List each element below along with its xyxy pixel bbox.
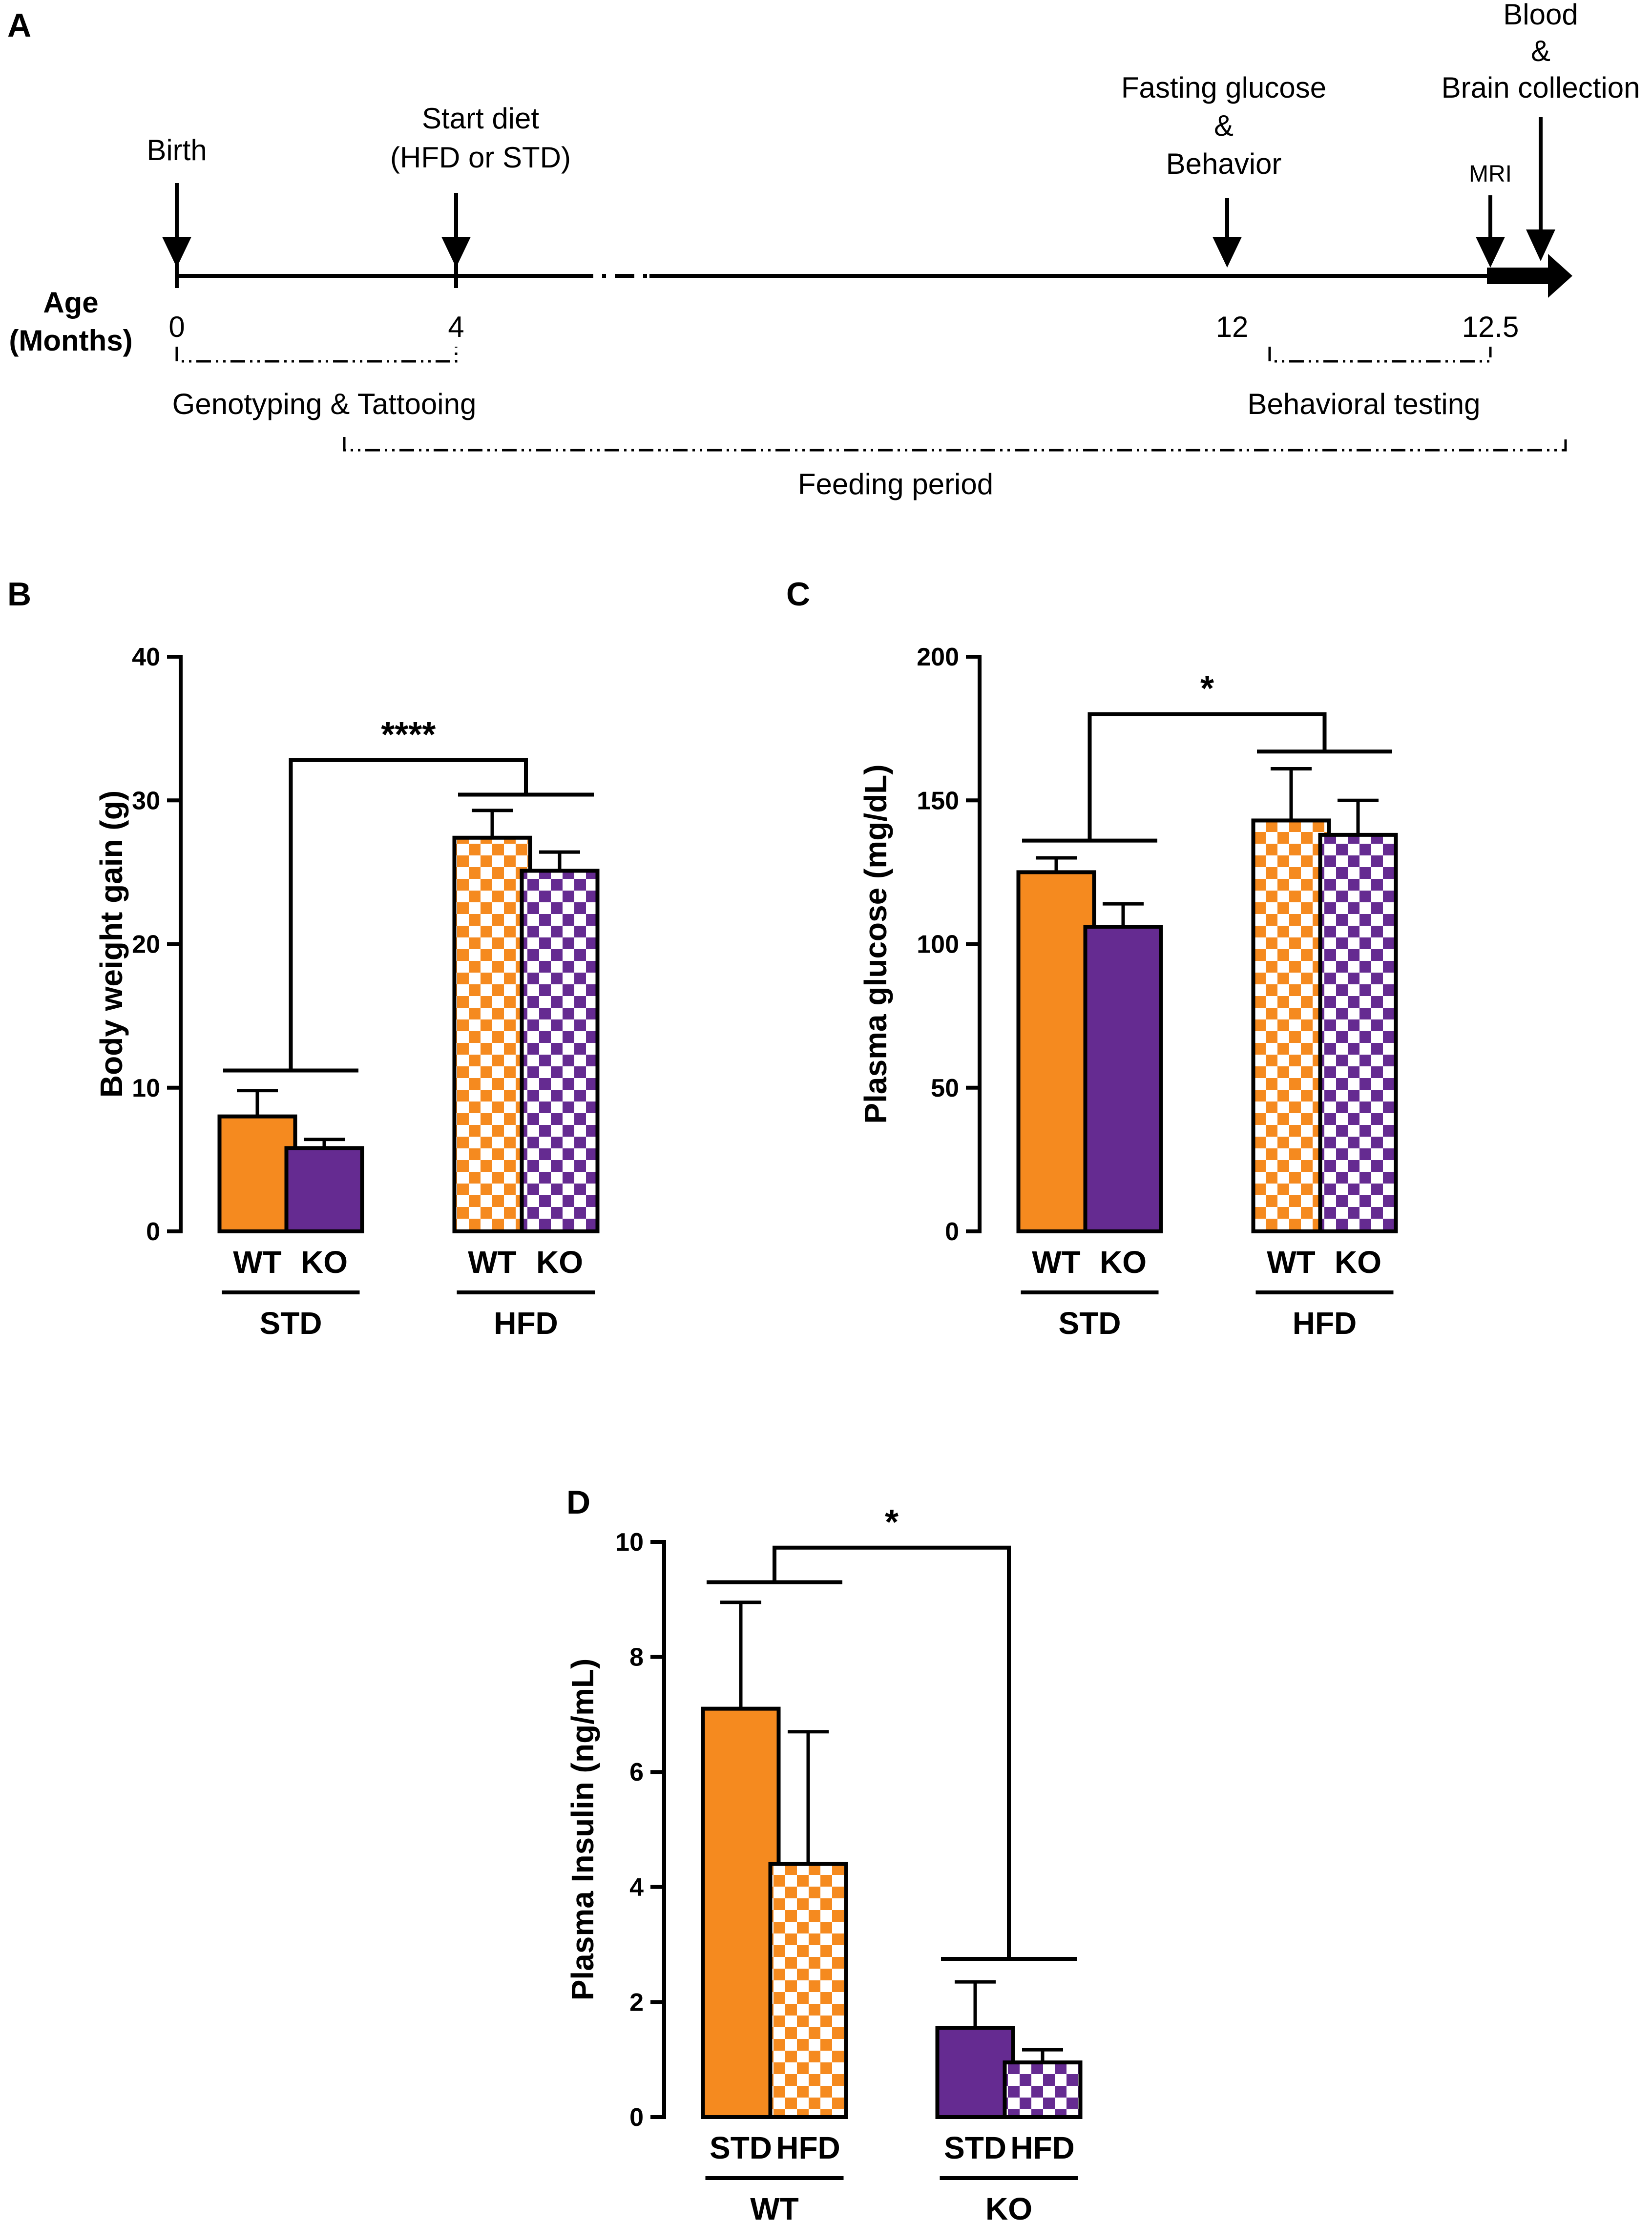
sig-label: **** (381, 715, 436, 754)
timeline-arrow-head (1548, 254, 1572, 298)
sig-label: * (1200, 669, 1214, 708)
arrow-start-diet (441, 193, 471, 268)
y-tick-label: 100 (917, 931, 959, 959)
y-tick-label: 150 (917, 787, 959, 815)
y-tick-label: 4 (629, 1873, 644, 1902)
bar (520, 869, 600, 1233)
bar (768, 1862, 848, 2119)
y-tick-label: 2 (629, 1988, 644, 2016)
bar (1003, 2060, 1083, 2119)
event-blood-line3: Brain collection (1442, 71, 1640, 104)
period-bracket-feeding (343, 437, 1567, 452)
x-category-label: KO (1100, 1245, 1147, 1280)
group-label: STD (1059, 1306, 1121, 1341)
month-label-12-5: 12.5 (1462, 311, 1519, 343)
chart-plasma-glucose: 0 50 100 150 200 Plasma glucose (mg/dL) WT KO WT… (858, 643, 1398, 1341)
event-start-diet-line1: Start diet (422, 102, 539, 135)
bar (935, 2026, 1015, 2120)
y-tick-label: 200 (917, 643, 959, 671)
period-bracket-genotyping (175, 347, 458, 363)
age-axis-label-1: Age (43, 286, 98, 319)
event-blood-line2: & (1531, 35, 1550, 67)
y-tick-label: 50 (931, 1074, 959, 1102)
y-tick-label: 0 (945, 1218, 959, 1246)
y-tick-label: 10 (615, 1528, 644, 1557)
panel-a-timeline: A Birth Start (7, 0, 1640, 500)
x-category-label: WT (1267, 1245, 1316, 1280)
sig-label: * (885, 1503, 899, 1542)
group-label: KO (985, 2191, 1032, 2224)
bar (1083, 925, 1163, 1233)
event-fasting-line1: Fasting glucose (1121, 71, 1326, 104)
bar (1251, 818, 1331, 1233)
event-mri-label: MRI (1469, 161, 1512, 187)
arrow-fasting-glucose (1213, 198, 1242, 268)
bar (452, 835, 532, 1233)
y-tick-label: 0 (146, 1218, 160, 1246)
bar (701, 1706, 781, 2120)
arrow-blood-brain (1526, 117, 1555, 261)
event-fasting-line2: & (1214, 109, 1234, 142)
event-fasting-line3: Behavior (1166, 147, 1282, 180)
x-category-label: HFD (1010, 2130, 1075, 2165)
bar (217, 1114, 297, 1234)
event-birth-label: Birth (146, 134, 207, 166)
y-axis-label: Body weight gain (g) (94, 790, 129, 1098)
x-category-label: KO (1335, 1245, 1381, 1280)
y-tick-label: 40 (132, 643, 160, 671)
period-bracket-behavioral (1268, 347, 1492, 363)
sig-bracket (1087, 712, 1327, 841)
timeline-thick-segment (1487, 268, 1555, 284)
y-tick-label: 30 (132, 787, 160, 815)
group-label: WT (750, 2191, 799, 2224)
month-label-0: 0 (168, 311, 185, 343)
chart-body-weight-gain: 0 10 20 30 40 Body weight gain (g) WT KO WT KO STD… (94, 643, 600, 1341)
x-category-label: WT (233, 1245, 282, 1280)
month-label-12: 12 (1216, 311, 1249, 343)
x-category-label: KO (536, 1245, 583, 1280)
age-axis-label-2: (Months) (9, 324, 132, 357)
y-tick-label: 10 (132, 1074, 160, 1102)
sig-bracket (773, 1545, 1011, 1959)
bar (284, 1146, 364, 1233)
period-feeding-label: Feeding period (798, 468, 993, 500)
x-category-label: KO (301, 1245, 348, 1280)
sig-bracket (289, 758, 528, 1071)
event-start-diet-line2: (HFD or STD) (390, 141, 571, 174)
panel-a-letter: A (7, 7, 31, 44)
x-category-label: STD (944, 2130, 1006, 2165)
panel-c-letter: C (786, 576, 810, 613)
group-label: STD (260, 1306, 322, 1341)
x-category-label: STD (710, 2130, 772, 2165)
bar (1016, 870, 1096, 1233)
panel-d-letter: D (566, 1484, 590, 1521)
month-label-4: 4 (448, 311, 464, 343)
x-category-label: WT (1032, 1245, 1081, 1280)
period-behavioral-label: Behavioral testing (1248, 388, 1481, 420)
y-tick-label: 0 (629, 2103, 644, 2132)
y-tick-label: 8 (629, 1643, 644, 1672)
y-tick-label: 6 (629, 1758, 644, 1787)
x-category-label: WT (468, 1245, 517, 1280)
y-axis-label: Plasma Insulin (ng/mL) (565, 1659, 600, 2001)
arrow-birth (162, 183, 191, 268)
panel-b-letter: B (7, 576, 31, 613)
x-category-label: HFD (776, 2130, 840, 2165)
arrow-mri (1476, 195, 1505, 268)
group-label: HFD (1293, 1306, 1357, 1341)
period-genotyping-label: Genotyping & Tattooing (172, 388, 477, 420)
y-tick-label: 20 (132, 931, 160, 959)
group-label: HFD (494, 1306, 558, 1341)
y-axis-label: Plasma glucose (mg/dL) (858, 764, 893, 1123)
event-blood-line1: Blood (1503, 0, 1578, 31)
bar (1318, 832, 1398, 1233)
